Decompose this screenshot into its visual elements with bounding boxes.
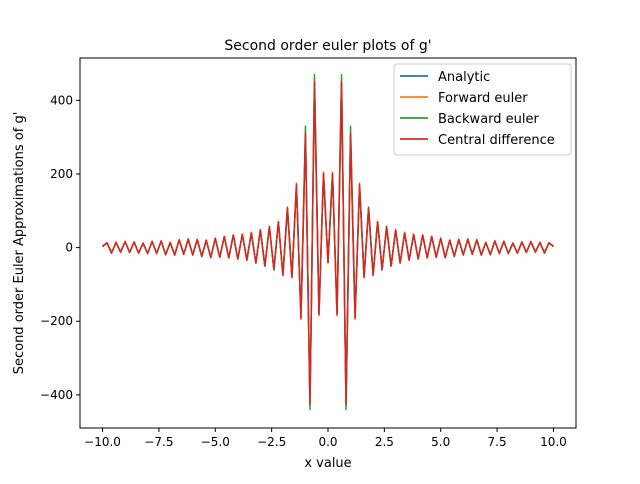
- x-tick-label: 0.0: [318, 435, 337, 449]
- legend-label: Forward euler: [438, 91, 528, 106]
- x-axis-label: x value: [304, 456, 351, 471]
- chart-title: Second order euler plots of g': [224, 38, 431, 54]
- y-tick-label: −400: [40, 388, 73, 402]
- y-tick-label: 0: [65, 241, 73, 255]
- y-tick-label: 200: [50, 167, 73, 181]
- series-line-central-difference: [102, 81, 554, 405]
- legend-label: Central difference: [438, 133, 555, 148]
- x-tick-label: 5.0: [431, 435, 450, 449]
- series-layer: [102, 73, 554, 411]
- legend-label: Backward euler: [438, 112, 540, 127]
- y-axis-label: Second order Euler Approximations of g': [12, 112, 27, 375]
- x-tick-label: −5.0: [201, 435, 230, 449]
- legend-label: Analytic: [438, 70, 490, 85]
- x-axis: −10.0 −7.5 −5.0 −2.5 0.0 2.5 5.0 7.5 10.0: [84, 428, 567, 449]
- x-tick-label: 2.5: [375, 435, 394, 449]
- x-tick-label: 10.0: [540, 435, 567, 449]
- x-tick-label: 7.5: [488, 435, 507, 449]
- y-tick-label: −200: [40, 314, 73, 328]
- y-axis: −400 −200 0 200 400: [40, 93, 80, 402]
- x-tick-label: −10.0: [84, 435, 121, 449]
- x-tick-label: −7.5: [144, 435, 173, 449]
- legend: Analytic Forward euler Backward euler Centr…: [393, 63, 572, 156]
- legend-box: [393, 63, 572, 156]
- y-tick-label: 400: [50, 93, 73, 107]
- x-tick-label: −2.5: [257, 435, 286, 449]
